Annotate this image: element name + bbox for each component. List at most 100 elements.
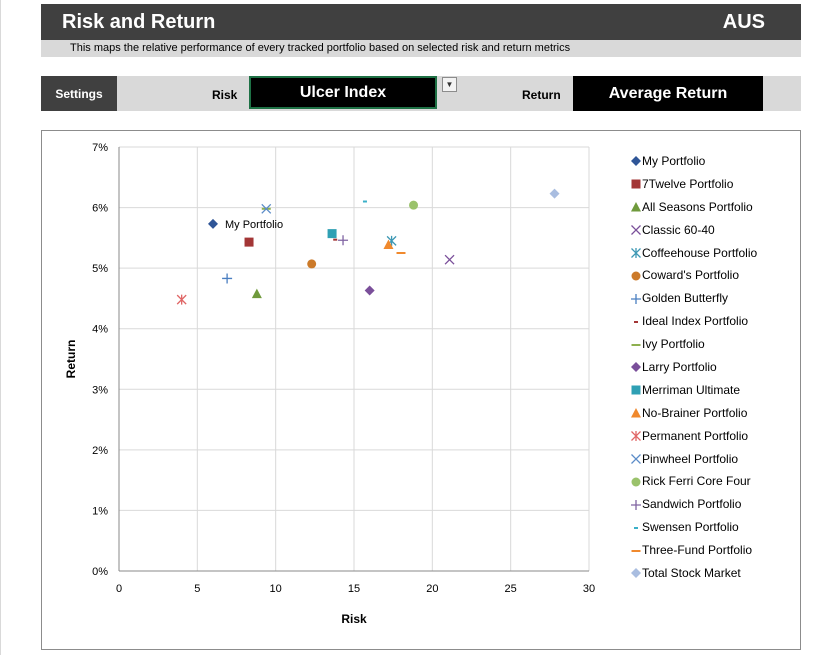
chart-legend: My Portfolio 7Twelve Portfolio All Seasons… <box>629 150 757 585</box>
legend-item: Pinwheel Portfolio <box>629 448 757 471</box>
point-coward-s-portfolio <box>307 259 317 269</box>
x-tick-label: 5 <box>194 583 200 595</box>
point-no-brainer-portfolio <box>383 239 394 250</box>
legend-item: Larry Portfolio <box>629 356 757 379</box>
point-sandwich-portfolio <box>338 235 349 246</box>
point-classic-60-40 <box>444 254 455 265</box>
legend-item: Coffeehouse Portfolio <box>629 242 757 265</box>
risk-return-chart: 0 5 10 15 20 25 30 0% 1% 2% 3% 4% 5% 6% 7% Risk Return My… <box>41 130 801 650</box>
y-axis-title: Return <box>64 340 78 379</box>
legend-label: Total Stock Market <box>642 566 741 581</box>
legend-label: Ivy Portfolio <box>642 337 705 352</box>
legend-marker-icon <box>631 408 641 418</box>
page-left-rule <box>0 0 1 655</box>
legend-marker-icon <box>631 179 641 189</box>
legend-item: Swensen Portfolio <box>629 516 757 539</box>
point-7twelve-portfolio <box>244 237 254 247</box>
point-all-seasons-portfolio <box>251 288 262 299</box>
y-tick-label: 0% <box>92 566 108 578</box>
legend-item: My Portfolio <box>629 150 757 173</box>
point-annotation: My Portfolio <box>225 219 283 231</box>
return-metric-select[interactable]: Average Return <box>573 76 763 111</box>
legend-marker-shape <box>631 293 641 304</box>
legend-marker-shape <box>631 202 641 212</box>
legend-label: Pinwheel Portfolio <box>642 451 739 466</box>
legend-marker-icon <box>631 454 641 464</box>
legend-marker-icon <box>631 293 641 304</box>
point-permanent-portfolio <box>176 294 187 305</box>
legend-marker-icon <box>634 526 638 529</box>
point-larry-portfolio <box>364 285 375 296</box>
y-tick-label: 7% <box>92 142 108 154</box>
legend-marker-icon <box>631 202 641 212</box>
x-tick-label: 0 <box>116 583 122 595</box>
legend-marker-icon <box>631 225 641 236</box>
legend-item: Coward's Portfolio <box>629 264 757 287</box>
legend-item: Permanent Portfolio <box>629 425 757 448</box>
legend-marker-icon <box>631 362 641 373</box>
legend-label: Sandwich Portfolio <box>642 497 742 512</box>
y-tick-label: 4% <box>92 324 108 336</box>
point-merriman-ultimate <box>327 229 337 239</box>
legend-marker-icon <box>631 431 641 442</box>
legend-marker-shape <box>631 408 641 418</box>
return-label: Return <box>522 88 561 102</box>
legend-marker-icon <box>631 477 641 487</box>
legend-item: 7Twelve Portfolio <box>629 173 757 196</box>
page-header: Risk and Return AUS <box>41 4 801 40</box>
y-tick-label: 3% <box>92 384 108 396</box>
legend-marker-shape <box>631 477 641 487</box>
legend-item: All Seasons Portfolio <box>629 196 757 219</box>
legend-item: Classic 60-40 <box>629 219 757 242</box>
page-subtitle-bar: This maps the relative performance of ev… <box>41 40 801 57</box>
point-rick-ferri-core-four <box>409 200 419 210</box>
x-tick-label: 30 <box>583 583 595 595</box>
y-tick-label: 2% <box>92 445 108 457</box>
risk-label: Risk <box>212 88 238 102</box>
legend-label: All Seasons Portfolio <box>642 199 753 214</box>
legend-item: Merriman Ultimate <box>629 379 757 402</box>
legend-marker-shape <box>631 179 641 189</box>
legend-marker-shape <box>631 385 641 395</box>
legend-item: Three-Fund Portfolio <box>629 539 757 562</box>
x-tick-label: 10 <box>270 583 282 595</box>
page-subtitle: This maps the relative performance of ev… <box>70 42 571 54</box>
y-tick-label: 6% <box>92 203 108 215</box>
legend-label: Larry Portfolio <box>642 360 717 375</box>
legend-label: Merriman Ultimate <box>642 382 741 397</box>
scatter-plot: 0 5 10 15 20 25 30 0% 1% 2% 3% 4% 5% 6% 7% Risk Return My… <box>64 142 595 626</box>
settings-button[interactable]: Settings <box>41 76 117 111</box>
legend-marker-icon <box>631 156 641 167</box>
legend-marker-shape <box>631 271 641 281</box>
legend-marker-icon <box>631 385 641 395</box>
legend-marker-shape <box>631 431 641 442</box>
legend-marker-shape <box>631 156 641 167</box>
legend-marker-icon <box>631 499 641 510</box>
point-total-stock-market <box>549 188 560 199</box>
x-tick-label: 15 <box>348 583 360 595</box>
risk-dropdown-arrow-icon[interactable]: ▼ <box>442 77 457 92</box>
page-title: Risk and Return <box>62 11 216 33</box>
legend-marker-shape <box>631 362 641 373</box>
legend-label: Coward's Portfolio <box>642 268 739 283</box>
x-axis-title: Risk <box>341 612 367 626</box>
point-my-portfolio <box>208 218 218 229</box>
point-pinwheel-portfolio <box>261 203 272 214</box>
legend-marker-shape <box>631 454 641 464</box>
legend-label: Three-Fund Portfolio <box>642 543 753 558</box>
legend-item: Total Stock Market <box>629 562 757 585</box>
y-tick-label: 1% <box>92 505 108 517</box>
legend-label: Rick Ferri Core Four <box>642 474 751 489</box>
legend-item: Golden Butterfly <box>629 287 757 310</box>
legend-label: Swensen Portfolio <box>642 520 739 535</box>
x-tick-label: 20 <box>426 583 438 595</box>
legend-item: Sandwich Portfolio <box>629 493 757 516</box>
legend-item: Rick Ferri Core Four <box>629 470 757 493</box>
legend-label: Permanent Portfolio <box>642 428 749 443</box>
legend-marker-icon <box>631 271 641 281</box>
legend-label: 7Twelve Portfolio <box>642 176 734 191</box>
risk-metric-select[interactable]: Ulcer Index <box>249 76 437 109</box>
legend-label: Golden Butterfly <box>642 291 729 306</box>
legend-item: No-Brainer Portfolio <box>629 402 757 425</box>
legend-marker-shape <box>631 499 641 510</box>
